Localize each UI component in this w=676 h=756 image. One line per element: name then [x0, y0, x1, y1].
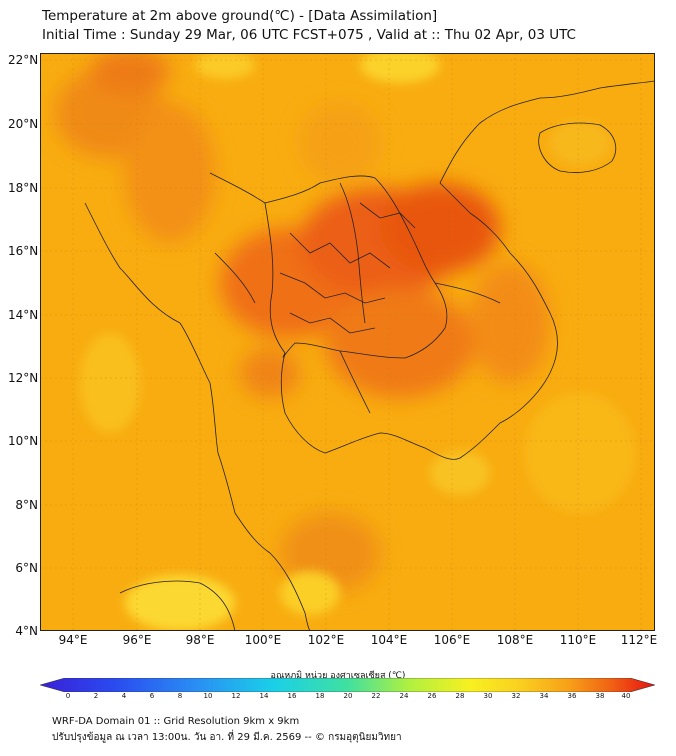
map-subtitle: Initial Time : Sunday 29 Mar, 06 UTC FCS… — [42, 27, 576, 43]
lat-label: 14°N — [8, 308, 39, 322]
colorbar-tick: 4 — [121, 692, 127, 700]
colorbar-tick: 34 — [539, 692, 549, 700]
map-title: Temperature at 2m above ground(℃) - [Dat… — [42, 8, 438, 24]
lon-label: 112°E — [620, 633, 658, 647]
lat-label: 6°N — [15, 561, 38, 575]
colorbar-tick: 16 — [287, 692, 297, 700]
colorbar-tick: 36 — [567, 692, 577, 700]
lat-label: 4°N — [15, 624, 38, 638]
colorbar-tick: 8 — [177, 692, 183, 700]
colorbar-tick: 18 — [315, 692, 325, 700]
colorbar — [40, 678, 655, 692]
colorbar-tick: 22 — [371, 692, 381, 700]
colorbar-tick: 38 — [595, 692, 605, 700]
lon-label: 100°E — [244, 633, 282, 647]
colorbar-tick: 14 — [259, 692, 269, 700]
colorbar-tick: 40 — [621, 692, 631, 700]
colorbar-title: อุณหภูมิ หน่วย องศาเซลเซียส (℃) — [270, 671, 406, 681]
colorbar-tick: 6 — [149, 692, 155, 700]
colorbar-tick: 10 — [203, 692, 213, 700]
colorbar-tick: 0 — [65, 692, 71, 700]
temperature-map — [40, 53, 655, 631]
colorbar-tick: 30 — [483, 692, 493, 700]
colorbar-tick: 32 — [511, 692, 521, 700]
lon-label: 106°E — [433, 633, 471, 647]
colorbar-tick: 20 — [343, 692, 353, 700]
coastlines-and-borders — [84, 80, 655, 631]
lon-label: 102°E — [307, 633, 345, 647]
lon-label: 104°E — [370, 633, 408, 647]
footer-update-info: ปรับปรุงข้อมูล ณ เวลา 13:00น. วัน อา. ที… — [52, 732, 402, 743]
colorbar-tick: 2 — [93, 692, 99, 700]
lat-label: 20°N — [8, 117, 39, 131]
lat-label: 18°N — [8, 181, 39, 195]
colorbar-tick: 28 — [455, 692, 465, 700]
temperature-cool-areas — [80, 53, 635, 631]
lon-label: 110°E — [559, 633, 597, 647]
colorbar-tick: 26 — [427, 692, 437, 700]
lon-label: 94°E — [58, 633, 88, 647]
graticule — [40, 53, 655, 631]
lon-label: 98°E — [185, 633, 215, 647]
lon-label: 96°E — [122, 633, 152, 647]
temperature-hot-areas — [55, 53, 550, 593]
lat-label: 16°N — [8, 244, 39, 258]
lon-label: 108°E — [496, 633, 534, 647]
lat-label: 22°N — [8, 53, 39, 67]
lat-label: 10°N — [8, 434, 39, 448]
colorbar-tick: 12 — [231, 692, 241, 700]
lat-label: 12°N — [8, 371, 39, 385]
lat-label: 8°N — [15, 498, 38, 512]
footer-domain-info: WRF-DA Domain 01 :: Grid Resolution 9km … — [52, 716, 300, 727]
colorbar-tick: 24 — [399, 692, 409, 700]
